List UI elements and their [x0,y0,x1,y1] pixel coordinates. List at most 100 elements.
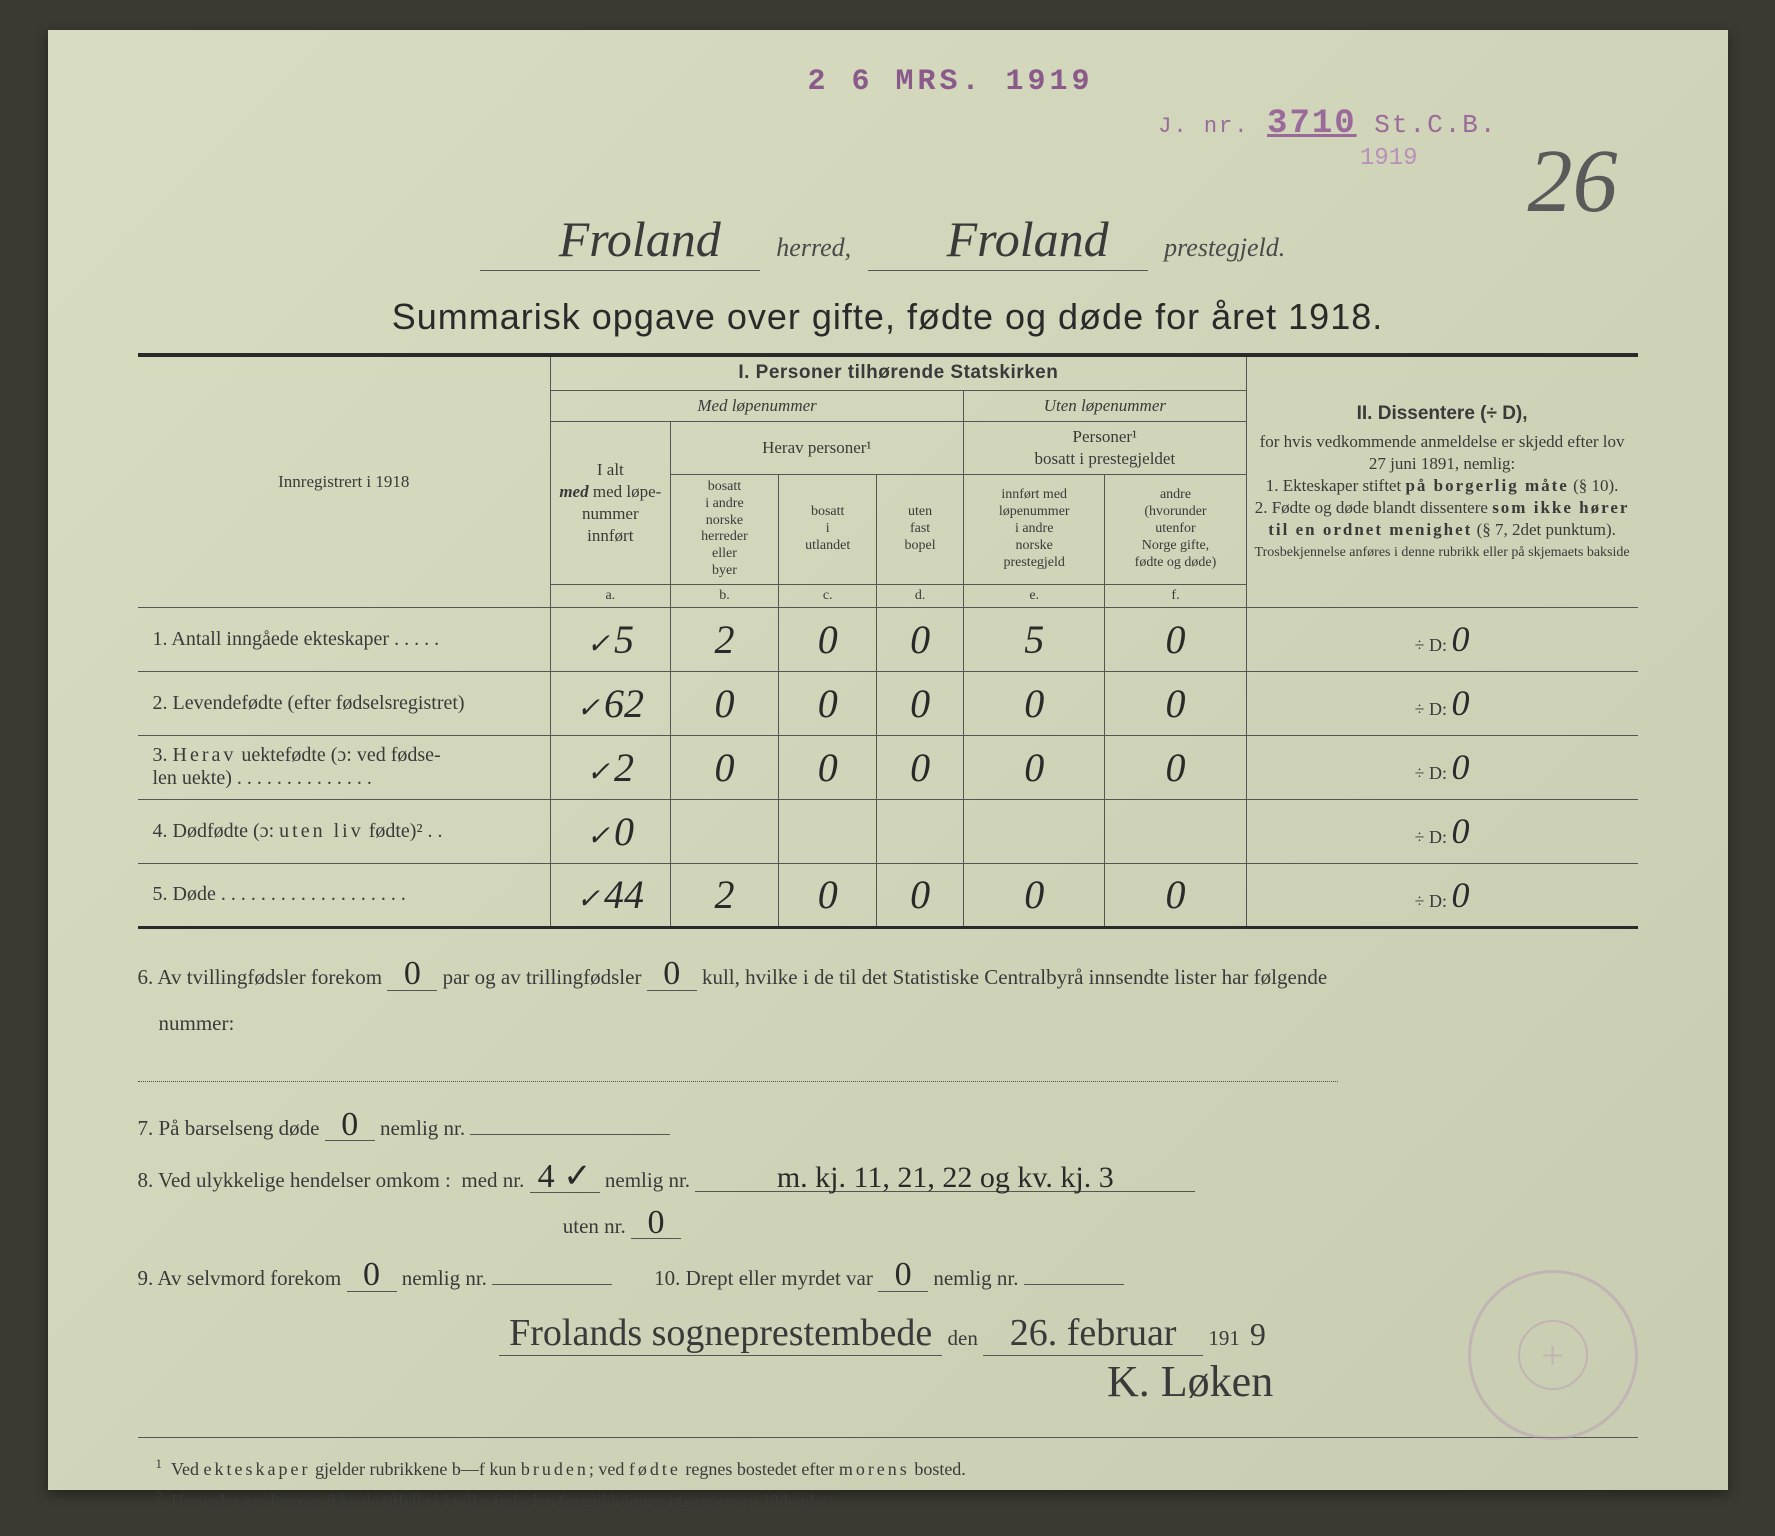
row-label: 4. Dødfødte (ɔ: uten liv fødte)² . . [138,799,551,863]
cell-g: ÷ D: 0 [1246,799,1637,863]
cell-a: ✓2 [551,735,671,799]
cell-a: ✓0 [551,799,671,863]
line6-post: kull, hvilke i de til det Statistiske Ce… [702,965,1327,989]
line7-val: 0 [325,1110,375,1142]
cell-g: ÷ D: 0 [1246,671,1637,735]
cell-f: 0 [1105,863,1246,927]
blank-line-row [138,1052,1638,1098]
line10-blank [1024,1284,1124,1285]
col-a-mid: med løpe- nummer innført [582,482,661,545]
cell-g: ÷ D: 0 [1246,607,1637,671]
table-row: 1. Antall inngåede ekteskaper . . . . .✓… [138,607,1638,671]
cell-e: 5 [964,607,1105,671]
cell-b [670,799,779,863]
col-a-header: I alt med med løpe- nummer innført [551,421,671,584]
signature-year-prefix: 191 [1208,1326,1240,1350]
table-row: 5. Døde . . . . . . . . . . . . . . . . … [138,863,1638,927]
main-table: Innregistrert i 1918 I. Personer tilhøre… [138,353,1638,929]
line9-pre: 9. Av selvmord forekom [138,1266,342,1290]
cell-d: 0 [877,607,964,671]
cell-b: 0 [670,735,779,799]
seal-stamp: + [1468,1270,1638,1440]
cell-f: 0 [1105,735,1246,799]
signature-name: K. Løken [1097,1356,1283,1407]
section2-item1-post: (§ 10). [1569,476,1619,495]
line-6: 6. Av tvillingfødsler forekom 0 par og a… [138,954,1638,1046]
line9-blank [492,1284,612,1285]
col-d-header: uten fast bopel [877,474,964,584]
cell-a: ✓5 [551,607,671,671]
line6-val1: 0 [387,959,437,991]
line8-nemlig: nemlig nr. [605,1168,690,1192]
journal-year-stamp: 1919 [1360,145,1418,172]
herred-value: Froland [480,210,760,271]
line6-val2: 0 [647,959,697,991]
below-table-section: 6. Av tvillingfødsler forekom 0 par og a… [138,954,1638,1301]
line8-med: med nr. [461,1168,524,1192]
cell-f: 0 [1105,671,1246,735]
section2-item2-pre: 2. Fødte og døde blandt dissentere [1255,498,1493,517]
line9-mid: nemlig nr. [402,1266,487,1290]
signature-date: 26. februar [983,1311,1203,1356]
section2-note: Trosbekjennelse anføres i denne rubrikk … [1253,545,1632,562]
cell-c: 0 [779,607,877,671]
cell-c: 0 [779,671,877,735]
prestegjeld-label: prestegjeld. [1154,233,1295,262]
cell-a: ✓44 [551,863,671,927]
line8-uten-val: 0 [631,1208,681,1240]
col-b-header: bosatt i andre norske herreder eller bye… [670,474,779,584]
line6-pre: 6. Av tvillingfødsler forekom [138,965,383,989]
cell-b: 0 [670,671,779,735]
header-line: Froland herred, Froland prestegjeld. [138,210,1638,271]
line-8: 8. Ved ulykkelige hendelser omkom : med … [138,1157,1638,1249]
herred-label: herred, [766,233,861,262]
journal-suffix: St.C.B. [1374,110,1497,140]
cell-c: 0 [779,863,877,927]
cell-g: ÷ D: 0 [1246,863,1637,927]
table-body: 1. Antall inngåede ekteskaper . . . . .✓… [138,607,1638,927]
section2-body1: for hvis vedkommende anmeldelse er skjed… [1260,432,1625,473]
journal-number: 3710 [1267,105,1357,143]
row-label: 2. Levendefødte (efter fødselsregistret) [138,671,551,735]
line10-val: 0 [878,1260,928,1292]
cell-b: 2 [670,863,779,927]
line9-val: 0 [347,1260,397,1292]
col-letter-b: b. [670,584,779,607]
line8-pre: 8. Ved ulykkelige hendelser omkom : [138,1168,451,1192]
prestegjeld-value: Froland [868,210,1148,271]
cell-d: 0 [877,863,964,927]
section2-title: II. Dissentere (÷ D), [1253,402,1632,427]
cell-f [1105,799,1246,863]
cell-a: ✓62 [551,671,671,735]
cell-f: 0 [1105,607,1246,671]
row-label: 3. Herav uektefødte (ɔ: ved fødse- len u… [138,735,551,799]
cell-e: 0 [964,671,1105,735]
signature-year-suffix: 9 [1240,1316,1276,1353]
col-letter-f: f. [1105,584,1246,607]
section2-item1-bold: på borgerlig måte [1405,476,1568,495]
line8-med-val: 4 ✓ [530,1162,600,1194]
col-e-header: innført med løpenummer i andre norske pr… [964,474,1105,584]
signature-area: Frolands sogneprestembede den 26. februa… [138,1311,1638,1407]
footnotes: 1 Ved ekteskaper gjelder rubrikkene b—f … [138,1437,1638,1516]
row-label: 1. Antall inngåede ekteskaper . . . . . [138,607,551,671]
cell-e [964,799,1105,863]
cell-c: 0 [779,735,877,799]
signature-den: den [948,1326,978,1350]
line8-detail: m. kj. 11, 21, 22 og kv. kj. 3 [695,1164,1195,1192]
table-row: 4. Dødfødte (ɔ: uten liv fødte)² . .✓0 ÷ … [138,799,1638,863]
col-c-header: bosatt i utlandet [779,474,877,584]
cell-e: 0 [964,735,1105,799]
blank-line [138,1064,1338,1082]
col-letter-d: d. [877,584,964,607]
table-row: 2. Levendefødte (efter fødselsregistret)… [138,671,1638,735]
cell-c [779,799,877,863]
col-letter-a: a. [551,584,671,607]
cell-g: ÷ D: 0 [1246,735,1637,799]
line7-pre: 7. På barselseng døde [138,1116,320,1140]
page-number: 26 [1528,130,1618,233]
cell-e: 0 [964,863,1105,927]
personer-bosatt-header: Personer¹ bosatt i prestegjeldet [964,421,1247,474]
section2-item2-post: (§ 7, 2det punktum). [1472,520,1616,539]
col-f-header: andre (hvorunder utenfor Norge gifte, fø… [1105,474,1246,584]
